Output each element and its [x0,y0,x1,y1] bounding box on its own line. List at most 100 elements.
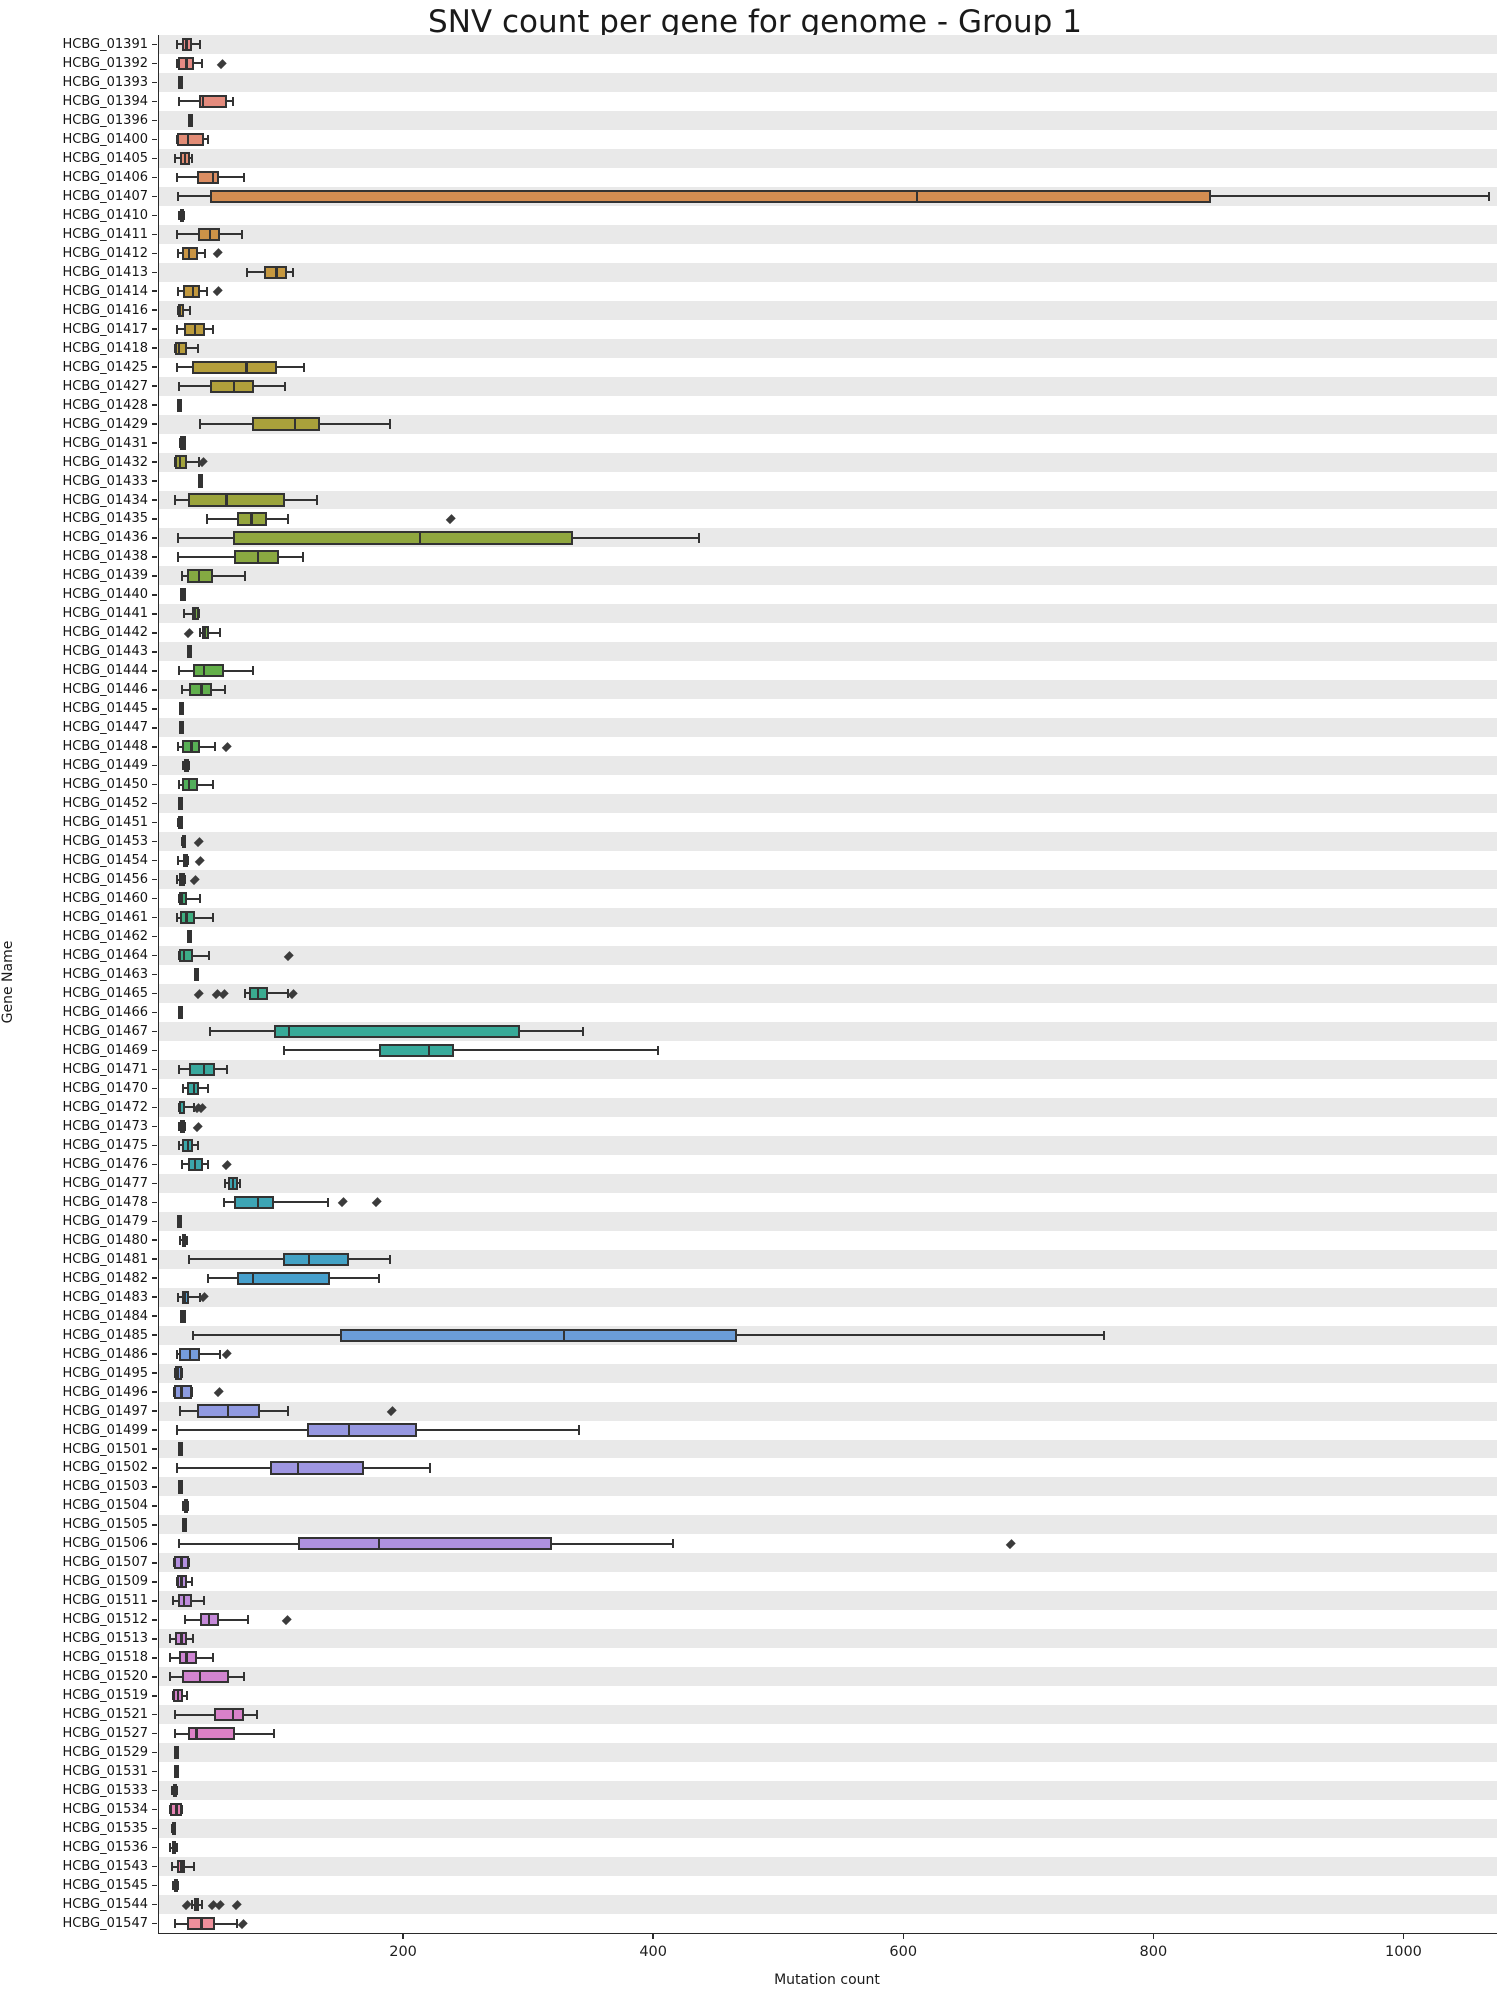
row-band [159,1553,1497,1573]
median-line [172,1840,176,1855]
median-line [177,1480,181,1494]
y-tick-mark [152,1846,157,1849]
whisker-cap [239,1178,242,1188]
median-line [180,1556,183,1570]
whisker-cap [191,1634,194,1644]
whisker-cap [188,1558,190,1568]
y-tick-mark [152,632,157,634]
row-band [159,224,1497,244]
whisker-cap [180,685,183,695]
ytick-label: HCBG_01461 [62,910,148,926]
median-line [201,94,204,109]
row-band [159,832,1497,852]
y-tick-mark [152,480,157,482]
whisker-cap [178,1140,180,1150]
y-tick-mark [152,1543,157,1545]
row-band [159,946,1497,965]
whisker-cap [170,1861,173,1872]
y-tick-mark [152,1884,157,1887]
ytick-label: HCBG_01453 [62,834,148,850]
median-line [419,531,422,545]
outlier-diamond [238,1918,248,1929]
y-tick-mark [152,1827,157,1830]
median-line [177,341,181,355]
whisker-cap [174,1918,177,1929]
ytick-label: HCBG_01441 [62,606,148,622]
box [236,1271,331,1285]
median-line [174,1765,177,1779]
y-tick-mark [152,1410,157,1412]
y-tick-mark [152,1049,157,1052]
box [187,493,286,507]
y-tick-mark [152,366,157,368]
whisker-cap [211,1653,214,1663]
y-tick-mark [152,613,157,615]
whisker-cap [175,362,178,372]
box [174,1385,192,1399]
outlier-diamond [221,1159,232,1169]
y-tick-mark [152,1562,157,1564]
whisker-line [179,954,209,957]
whisker-cap [206,134,209,144]
ytick-label: HCBG_01454 [62,853,148,869]
median-line [181,835,184,849]
x-tick-mark [652,1933,654,1939]
median-line [187,113,191,127]
median-line [180,1309,183,1323]
median-line [182,1594,186,1608]
whisker-cap [196,343,199,353]
ytick-label: HCBG_01478 [62,1194,148,1210]
median-line [307,1252,311,1266]
median-line [294,417,297,431]
median-line [174,1878,177,1893]
median-line [179,702,182,716]
xtick-label: 400 [639,1944,668,1960]
ytick-label: HCBG_01394 [62,93,148,109]
whisker-cap [169,1634,172,1644]
median-line [179,303,182,317]
median-line [179,455,182,469]
median-line [184,854,187,868]
median-line [256,550,259,564]
whisker-cap [169,1842,172,1853]
y-tick-mark [152,1011,157,1014]
y-tick-mark [152,1486,157,1488]
whisker-cap [246,1615,249,1625]
row-band [159,604,1497,624]
row-band [159,756,1497,776]
ytick-label: HCBG_01391 [62,36,148,52]
row-band [159,1819,1497,1839]
whisker-cap [178,96,180,107]
y-tick-mark [152,1638,157,1640]
median-line [179,1100,182,1114]
y-tick-mark [152,859,157,862]
whisker-line [181,574,246,577]
median-line [176,398,179,412]
whisker-cap [174,1729,177,1739]
ytick-label: HCBG_01446 [62,682,148,698]
ytick-label: HCBG_01479 [62,1213,148,1229]
outlier-diamond [338,1197,348,1207]
ytick-label: HCBG_01465 [62,985,148,1001]
whisker-cap [206,1083,209,1093]
ytick-label: HCBG_01527 [62,1726,148,1742]
whisker-cap [175,1349,178,1359]
ytick-label: HCBG_01519 [62,1688,148,1704]
ytick-label: HCBG_01512 [62,1612,148,1628]
box [251,417,321,431]
y-tick-mark [152,1429,157,1431]
row-band [159,908,1497,928]
whisker-cap [181,1501,184,1511]
box [181,1670,230,1684]
ytick-label: HCBG_01482 [62,1270,148,1286]
ytick-label: HCBG_01547 [62,1916,148,1931]
row-band [159,1705,1497,1725]
ytick-label: HCBG_01429 [62,416,148,432]
whisker-cap [389,419,392,429]
median-line [176,1214,179,1228]
whisker-cap [286,1406,289,1416]
y-tick-mark [152,385,157,387]
median-line [232,379,236,393]
y-tick-mark [152,1619,157,1621]
whisker-cap [205,514,208,524]
